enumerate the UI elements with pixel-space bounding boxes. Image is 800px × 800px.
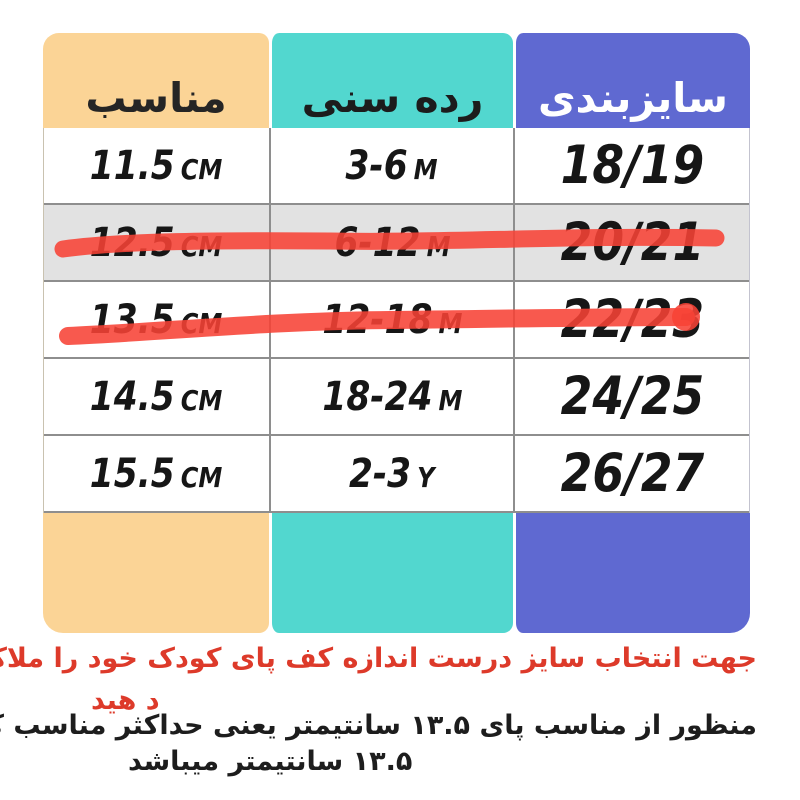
cell-fit: 14.5 CM [44,359,269,434]
cell-fit: 13.5 CM [44,282,269,357]
cell-size: 20/21 [513,205,749,280]
size-value: 24/25 [560,366,704,427]
table-row: 15.5 CM 2-3 Y 26/27 [44,436,749,513]
cell-size: 22/23 [513,282,749,357]
size-value: 22/23 [560,289,704,350]
age-value: 6-12 [333,219,421,266]
warning-note-line2: د هید [91,685,160,716]
cell-age: 6-12 M [269,205,513,280]
table-footer-row [43,513,750,633]
cell-size: 24/25 [513,359,749,434]
age-unit: M [426,229,451,263]
table-header-row: مناسب رده سنی سایزبندی [43,33,750,128]
header-label-age-range: رده سنی [301,74,484,122]
fit-value: 12.5 [90,219,176,266]
age-value: 18-24 [321,373,433,420]
fit-unit: CM [181,229,223,263]
cell-fit: 12.5 CM [44,205,269,280]
age-unit: M [438,383,463,417]
table-row: 14.5 CM 18-24 M 24/25 [44,359,749,436]
header-cell-fit: مناسب [43,33,269,128]
cell-age: 18-24 M [269,359,513,434]
footer-cell-sizing [513,513,750,633]
warning-note-line1: جهت انتخاب سایز درست اندازه کف پای کودک … [0,643,757,674]
cell-size: 18/19 [513,128,749,203]
fit-value: 14.5 [90,373,176,420]
cell-size: 26/27 [513,436,749,511]
fit-unit: CM [181,152,223,186]
age-value: 3-6 [345,142,409,189]
fit-unit: CM [181,383,223,417]
size-value: 20/21 [560,212,704,273]
size-value: 26/27 [560,443,704,504]
fit-value: 13.5 [90,296,176,343]
table-row: 11.5 CM 3-6 M 18/19 [44,128,749,205]
fit-value: 11.5 [90,142,176,189]
table-body: 11.5 CM 3-6 M 18/19 12.5 CM 6-12 M 20/21 [43,128,750,513]
age-value: 12-18 [321,296,433,343]
age-unit: M [414,152,439,186]
cell-age: 12-18 M [269,282,513,357]
header-cell-sizing: سایزبندی [513,33,750,128]
header-cell-age-range: رده سنی [269,33,513,128]
age-value: 2-3 [349,450,412,497]
info-note-line1: منظور از مناسب پای ۱۳.۵ سانتیمتر یعنی حد… [0,710,757,741]
table-row-crossed: 13.5 CM 12-18 M 22/23 [44,282,749,359]
fit-unit: CM [181,306,223,340]
age-unit: Y [417,460,435,494]
table-row-crossed: 12.5 CM 6-12 M 20/21 [44,205,749,282]
age-unit: M [438,306,463,340]
info-note-line2: ۱۳.۵ سانتیمتر میباشد [128,746,413,777]
size-value: 18/19 [560,135,704,196]
footer-cell-age-range [269,513,513,633]
cell-fit: 15.5 CM [44,436,269,511]
footer-cell-fit [43,513,269,633]
cell-age: 3-6 M [269,128,513,203]
cell-age: 2-3 Y [269,436,513,511]
size-table: مناسب رده سنی سایزبندی 11.5 CM 3-6 M 18/19 [43,33,750,633]
header-label-sizing: سایزبندی [537,74,728,122]
fit-unit: CM [181,460,223,494]
cell-fit: 11.5 CM [44,128,269,203]
fit-value: 15.5 [90,450,176,497]
header-label-fit: مناسب [85,74,227,122]
